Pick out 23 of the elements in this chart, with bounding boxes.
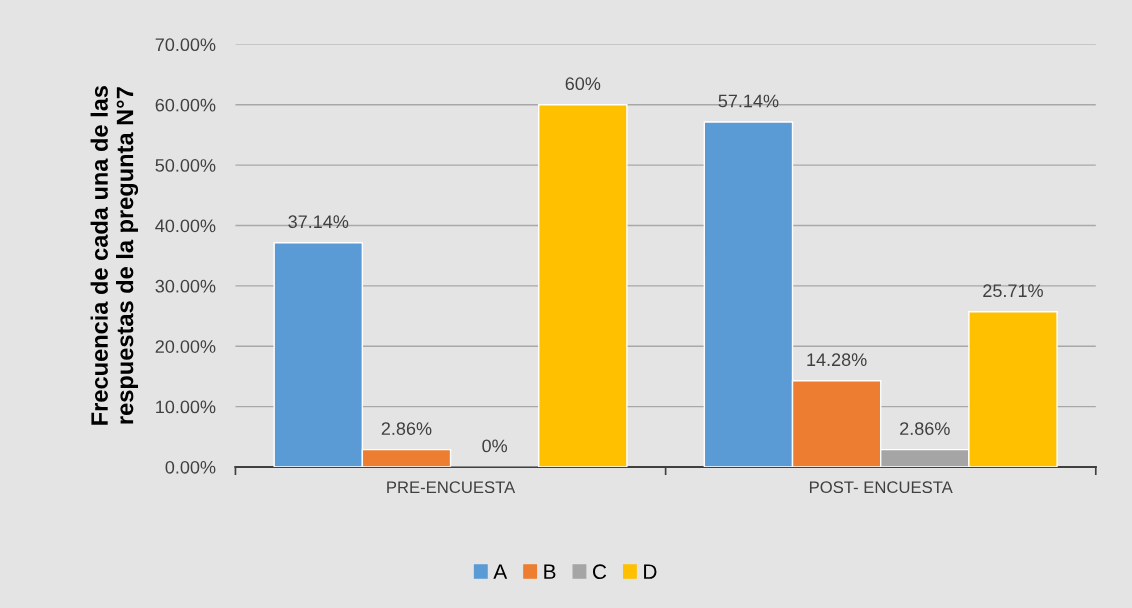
data-label: 14.28% — [807, 353, 867, 367]
legend-label: C — [592, 564, 607, 580]
data-label: 2.86% — [900, 422, 950, 435]
data-label: 2.86% — [381, 422, 432, 435]
legend-label: A — [493, 564, 508, 579]
data-label: 57.14% — [718, 94, 779, 108]
data-label: 37.14% — [288, 215, 349, 229]
data-label: 0% — [482, 439, 508, 453]
x-tick-label: PRE-ENCUESTA — [387, 481, 516, 494]
y-axis-title: Frecuencia de cada una de las respuestas de la pregunta N°7 — [90, 86, 139, 425]
x-tick-label: POST- ENCUESTA — [809, 481, 953, 494]
y-tick-label: 20.00% — [155, 340, 216, 353]
y-tick-label: 10.00% — [156, 400, 216, 414]
legend-label: B — [544, 564, 556, 579]
legend-label: D — [644, 564, 657, 579]
y-tick-label: 40.00% — [155, 219, 216, 233]
data-label: 60% — [565, 77, 601, 91]
y-tick-label: 70.00% — [155, 38, 216, 52]
data-label: 25.71% — [983, 284, 1043, 298]
y-tick-label: 50.00% — [155, 159, 216, 172]
y-tick-label: 30.00% — [155, 279, 216, 293]
y-tick-label: 60.00% — [155, 98, 216, 112]
y-tick-label: 0.00% — [165, 460, 216, 474]
